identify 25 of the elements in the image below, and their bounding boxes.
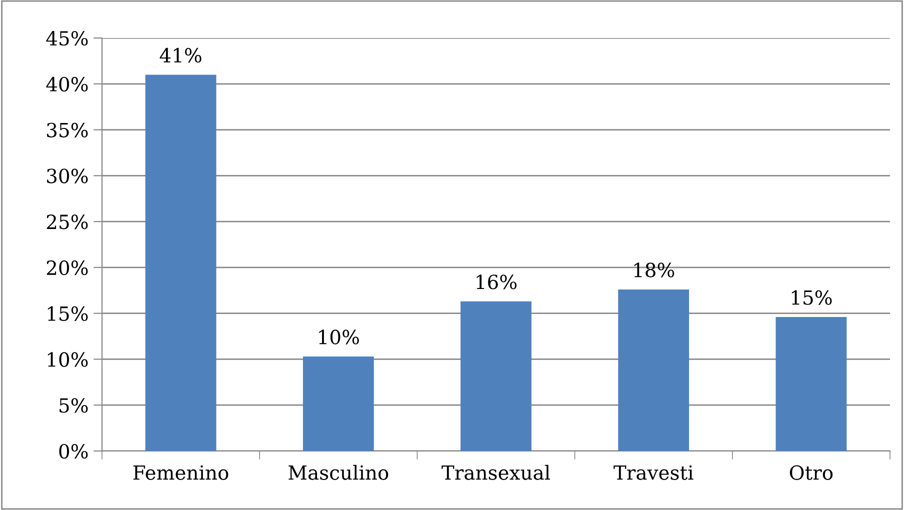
data-label: 41% [160, 48, 202, 63]
x-tick-label: Transexual [442, 464, 550, 480]
y-tick-label: 20% [46, 260, 88, 276]
y-tick-label: 25% [46, 214, 88, 230]
y-tick-label: 0% [59, 444, 88, 459]
y-tick-label: 35% [47, 122, 88, 138]
y-tick-label: 40% [46, 76, 88, 92]
bar [460, 301, 532, 451]
bar [776, 317, 847, 451]
data-label: 10% [319, 330, 359, 344]
data-label: 18% [634, 262, 674, 278]
bar [145, 74, 216, 451]
data-label: 16% [476, 274, 517, 290]
x-tick-label: Otro [790, 465, 833, 480]
x-tick-label: Masculino [288, 464, 388, 480]
bar [302, 356, 374, 451]
y-tick-label: 10% [48, 352, 88, 367]
y-tick-label: 30% [47, 168, 88, 184]
x-tick-label: Femenino [133, 465, 228, 480]
bar [618, 289, 690, 451]
y-tick-label: 45% [46, 30, 88, 46]
y-tick-label: 15% [48, 306, 88, 321]
x-tick-label: Travesti [614, 465, 694, 480]
y-tick-label: 5% [60, 398, 88, 413]
data-label: 15% [792, 290, 832, 305]
